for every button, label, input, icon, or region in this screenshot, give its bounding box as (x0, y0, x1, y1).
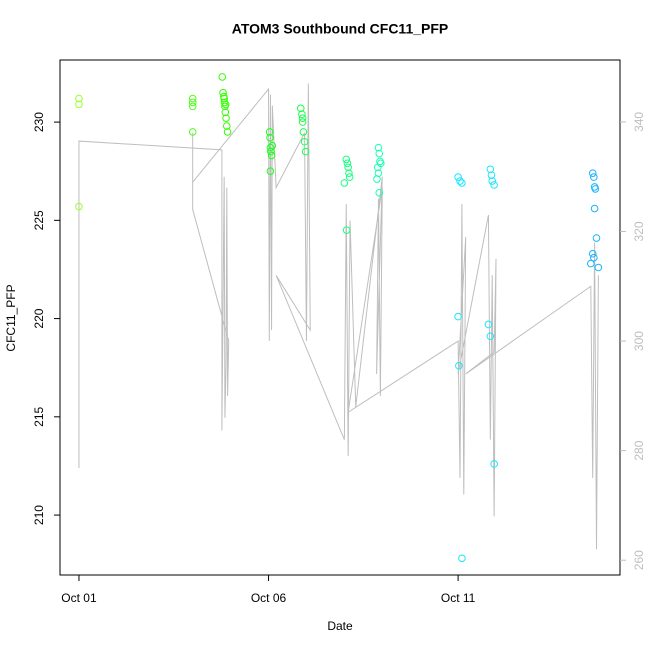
y2-tick-label: 260 (632, 550, 646, 570)
y-tick-label: 210 (32, 505, 46, 525)
data-point (374, 143, 383, 152)
data-point (486, 332, 495, 341)
data-point (221, 108, 230, 117)
data-point (266, 167, 275, 176)
y2-tick-label: 340 (632, 112, 646, 132)
data-point (222, 114, 230, 122)
data-point (375, 189, 384, 197)
data-point (340, 179, 349, 187)
data-point (266, 134, 274, 142)
data-point (455, 361, 463, 370)
data-point (484, 320, 493, 329)
y-tick-label: 215 (32, 406, 46, 426)
data-point (268, 141, 277, 150)
data-point (488, 177, 497, 185)
x-tick-label: Oct 06 (251, 591, 287, 605)
y2-tick-label: 320 (632, 221, 646, 241)
data-point (376, 159, 385, 168)
data-point (296, 104, 305, 113)
data-point (266, 143, 275, 152)
data-point (75, 202, 83, 211)
data-point (590, 204, 599, 213)
data-point (456, 177, 464, 185)
data-point (454, 312, 462, 321)
data-point (299, 128, 308, 136)
data-point (342, 226, 351, 234)
data-point (458, 179, 466, 187)
data-point (490, 460, 498, 468)
data-point (219, 88, 227, 97)
y-tick-label: 225 (32, 210, 46, 230)
data-point (75, 100, 83, 109)
data-point (454, 173, 462, 181)
data-point (588, 169, 597, 177)
data-point (590, 253, 598, 262)
data-point (298, 118, 307, 126)
data-point (298, 110, 306, 119)
data-point (220, 98, 229, 107)
data-point (300, 137, 309, 146)
data-point (588, 249, 597, 258)
y2-tick-label: 300 (632, 331, 646, 351)
data-point (375, 149, 384, 158)
data-point (486, 165, 495, 174)
data-point (458, 554, 466, 563)
data-point (594, 263, 603, 272)
x-tick-label: Oct 01 (61, 591, 97, 605)
data-point (188, 98, 197, 107)
data-point (345, 169, 353, 177)
y-tick-label: 230 (32, 112, 46, 132)
data-point (342, 155, 351, 164)
data-point (188, 128, 197, 136)
x-tick-label: Oct 11 (441, 591, 476, 605)
data-point (301, 147, 310, 156)
data-point (590, 173, 598, 181)
data-point (188, 102, 197, 111)
data-point (373, 175, 381, 183)
data-point (592, 234, 601, 242)
data-point (344, 163, 352, 172)
plot-frame (59, 59, 621, 576)
data-point (221, 100, 230, 109)
data-point (223, 128, 232, 136)
data-point (343, 159, 352, 168)
data-point (265, 128, 274, 136)
data-point (75, 94, 83, 103)
data-point (267, 151, 276, 160)
data-point (218, 73, 227, 81)
data-point (490, 181, 498, 189)
data-point (223, 122, 231, 130)
data-point (188, 94, 197, 103)
data-point (298, 114, 307, 122)
data-point (345, 173, 354, 181)
data-point (587, 259, 595, 268)
data-point (487, 171, 496, 179)
y-axis-label: CFC11_PFP (4, 284, 18, 351)
y-tick-label: 220 (32, 308, 46, 328)
data-point (591, 185, 600, 193)
x-axis-label: Date (327, 619, 353, 633)
chart-title: ATOM3 Southbound CFC11_PFP (232, 21, 449, 37)
y2-tick-label: 280 (632, 440, 646, 460)
data-line (78, 83, 599, 550)
